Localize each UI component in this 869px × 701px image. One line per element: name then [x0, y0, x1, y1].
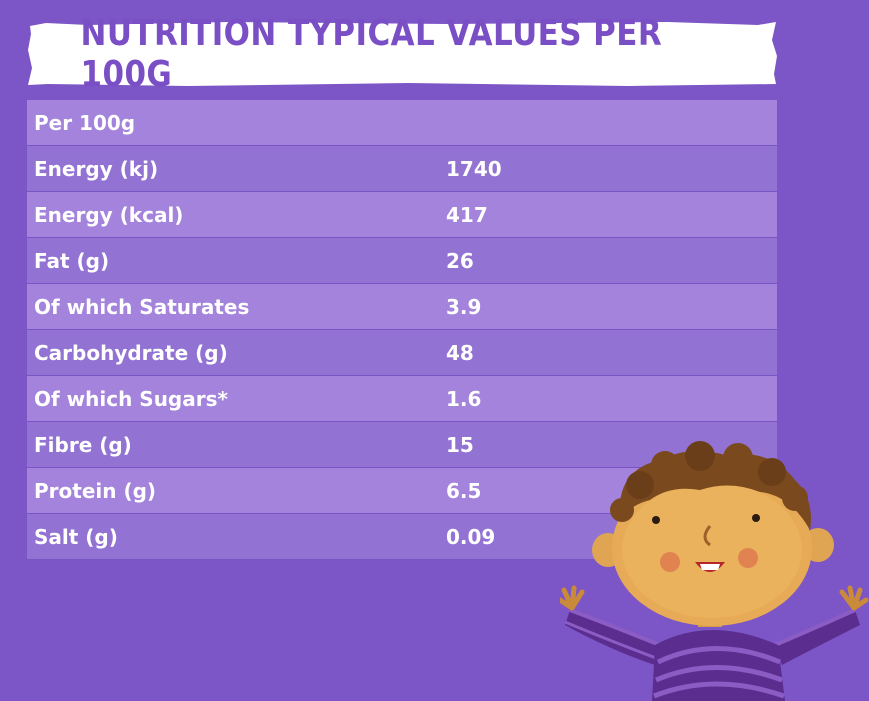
- table-row: Of which Sugars* 1.6: [27, 376, 777, 422]
- header-label: Per 100g: [34, 110, 136, 135]
- kid-illustration: [560, 441, 869, 701]
- row-value: 48: [446, 340, 474, 365]
- row-label: Of which Sugars*: [34, 386, 228, 411]
- row-value: 417: [446, 202, 488, 227]
- row-label: Protein (g): [34, 478, 157, 503]
- row-label: Fat (g): [34, 248, 110, 273]
- table-row: Energy (kj) 1740: [27, 146, 777, 192]
- row-value: 1740: [446, 156, 502, 181]
- row-value: 0.09: [446, 524, 496, 549]
- row-value: 1.6: [446, 386, 482, 411]
- row-value: 15: [446, 432, 474, 457]
- row-label: Fibre (g): [34, 432, 132, 457]
- table-row: Energy (kcal) 417: [27, 192, 777, 238]
- row-label: Of which Saturates: [34, 294, 250, 319]
- banner-background: [28, 22, 777, 86]
- table-header-row: Per 100g: [27, 100, 777, 146]
- row-label: Carbohydrate (g): [34, 340, 228, 365]
- table-row: Of which Saturates 3.9: [27, 284, 777, 330]
- row-label: Energy (kj): [34, 156, 159, 181]
- row-value: 3.9: [446, 294, 482, 319]
- row-value: 26: [446, 248, 474, 273]
- row-value: 6.5: [446, 478, 482, 503]
- row-label: Energy (kcal): [34, 202, 184, 227]
- table-row: Fat (g) 26: [27, 238, 777, 284]
- row-label: Salt (g): [34, 524, 118, 549]
- page-title: NUTRITION TYPICAL VALUES PER 100G: [80, 13, 663, 95]
- table-row: Carbohydrate (g) 48: [27, 330, 777, 376]
- nutrition-table: Per 100g Energy (kj) 1740 Energy (kcal) …: [27, 100, 777, 560]
- title-banner: NUTRITION TYPICAL VALUES PER 100G: [28, 13, 778, 95]
